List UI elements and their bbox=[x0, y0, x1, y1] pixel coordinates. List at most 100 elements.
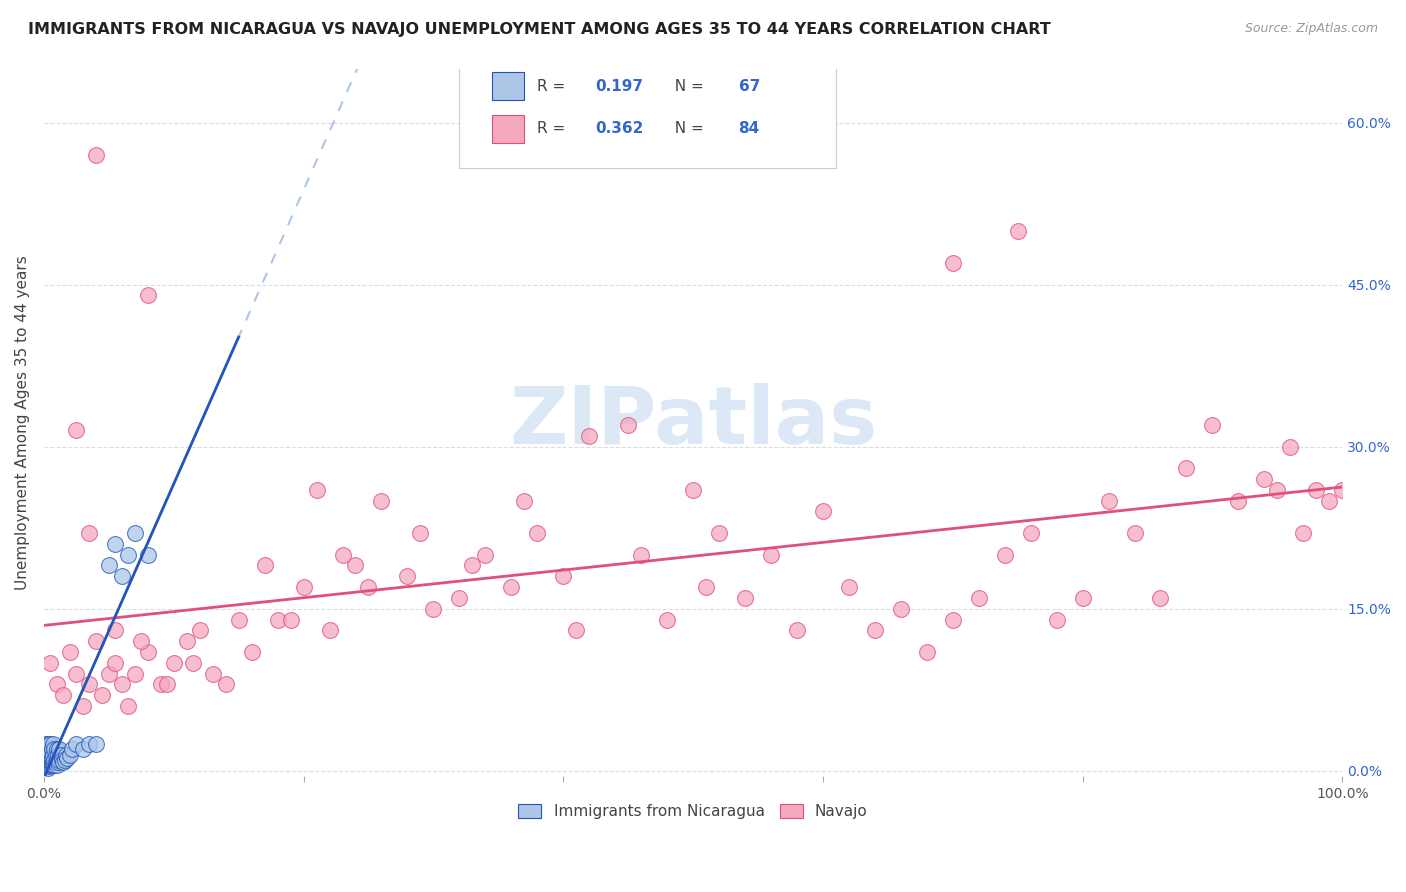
Point bbox=[707, 526, 730, 541]
Point bbox=[156, 677, 179, 691]
Point bbox=[52, 755, 75, 769]
Point bbox=[53, 753, 76, 767]
Point bbox=[526, 526, 548, 541]
Point bbox=[79, 737, 101, 751]
Point bbox=[357, 580, 380, 594]
Point bbox=[62, 742, 84, 756]
Point bbox=[84, 634, 107, 648]
Point bbox=[201, 666, 224, 681]
Point bbox=[149, 677, 172, 691]
Point bbox=[759, 548, 782, 562]
Point bbox=[915, 645, 938, 659]
Point bbox=[617, 418, 640, 433]
Point bbox=[65, 666, 87, 681]
Point bbox=[42, 755, 65, 769]
Text: 84: 84 bbox=[738, 121, 759, 136]
Text: R =: R = bbox=[537, 78, 571, 94]
Point bbox=[48, 753, 70, 767]
Point bbox=[565, 624, 588, 638]
Point bbox=[44, 753, 66, 767]
Point bbox=[838, 580, 860, 594]
Point bbox=[45, 753, 67, 767]
Point bbox=[38, 756, 60, 771]
Point bbox=[1331, 483, 1354, 497]
Point bbox=[176, 634, 198, 648]
Point bbox=[124, 666, 146, 681]
Point bbox=[35, 755, 58, 769]
Point bbox=[461, 558, 484, 573]
Point bbox=[97, 558, 120, 573]
Point bbox=[181, 656, 204, 670]
Point bbox=[104, 624, 127, 638]
Point bbox=[1097, 493, 1119, 508]
Point bbox=[35, 744, 58, 758]
Point bbox=[188, 624, 211, 638]
Point bbox=[994, 548, 1017, 562]
Point bbox=[41, 758, 63, 772]
Point bbox=[37, 753, 59, 767]
Point bbox=[49, 747, 72, 762]
Point bbox=[37, 757, 59, 772]
Point bbox=[682, 483, 704, 497]
Point bbox=[266, 613, 288, 627]
Point bbox=[39, 737, 62, 751]
Point bbox=[1046, 613, 1069, 627]
Point bbox=[65, 424, 87, 438]
Point bbox=[1071, 591, 1094, 605]
Point bbox=[42, 737, 65, 751]
Point bbox=[84, 737, 107, 751]
Point bbox=[1227, 493, 1250, 508]
Point bbox=[45, 755, 67, 769]
Point bbox=[967, 591, 990, 605]
Point bbox=[318, 624, 340, 638]
Point bbox=[39, 755, 62, 769]
Point bbox=[240, 645, 263, 659]
Point bbox=[38, 759, 60, 773]
Point bbox=[1123, 526, 1146, 541]
Point bbox=[35, 753, 58, 767]
Point bbox=[45, 758, 67, 772]
Point bbox=[1253, 472, 1275, 486]
Point bbox=[811, 504, 834, 518]
Point bbox=[37, 760, 59, 774]
Point bbox=[129, 634, 152, 648]
Point bbox=[111, 569, 134, 583]
Point bbox=[117, 698, 139, 713]
Point bbox=[84, 148, 107, 162]
Point bbox=[449, 591, 471, 605]
Point bbox=[45, 742, 67, 756]
Point bbox=[863, 624, 886, 638]
Point bbox=[1305, 483, 1327, 497]
Point bbox=[35, 758, 58, 772]
Point bbox=[214, 677, 236, 691]
Point bbox=[79, 677, 101, 691]
Point bbox=[59, 645, 82, 659]
Point bbox=[42, 747, 65, 762]
Text: IMMIGRANTS FROM NICARAGUA VS NAVAJO UNEMPLOYMENT AMONG AGES 35 TO 44 YEARS CORRE: IMMIGRANTS FROM NICARAGUA VS NAVAJO UNEM… bbox=[28, 22, 1050, 37]
Point bbox=[136, 288, 159, 302]
Point bbox=[34, 758, 56, 772]
Point bbox=[370, 493, 392, 508]
Point bbox=[396, 569, 419, 583]
Point bbox=[1007, 223, 1029, 237]
Point bbox=[41, 742, 63, 756]
Point bbox=[35, 737, 58, 751]
Text: Source: ZipAtlas.com: Source: ZipAtlas.com bbox=[1244, 22, 1378, 36]
Point bbox=[34, 747, 56, 762]
Point bbox=[630, 548, 652, 562]
Point bbox=[409, 526, 432, 541]
Point bbox=[38, 753, 60, 767]
Point bbox=[1149, 591, 1171, 605]
Point bbox=[1279, 440, 1302, 454]
Point bbox=[890, 601, 912, 615]
Point bbox=[553, 569, 575, 583]
Point bbox=[34, 742, 56, 756]
Point bbox=[228, 613, 250, 627]
Point bbox=[35, 747, 58, 762]
Text: N =: N = bbox=[665, 78, 709, 94]
Point bbox=[104, 656, 127, 670]
Point bbox=[501, 580, 523, 594]
Point bbox=[942, 613, 965, 627]
Text: ZIPatlas: ZIPatlas bbox=[509, 384, 877, 461]
Point bbox=[39, 758, 62, 772]
